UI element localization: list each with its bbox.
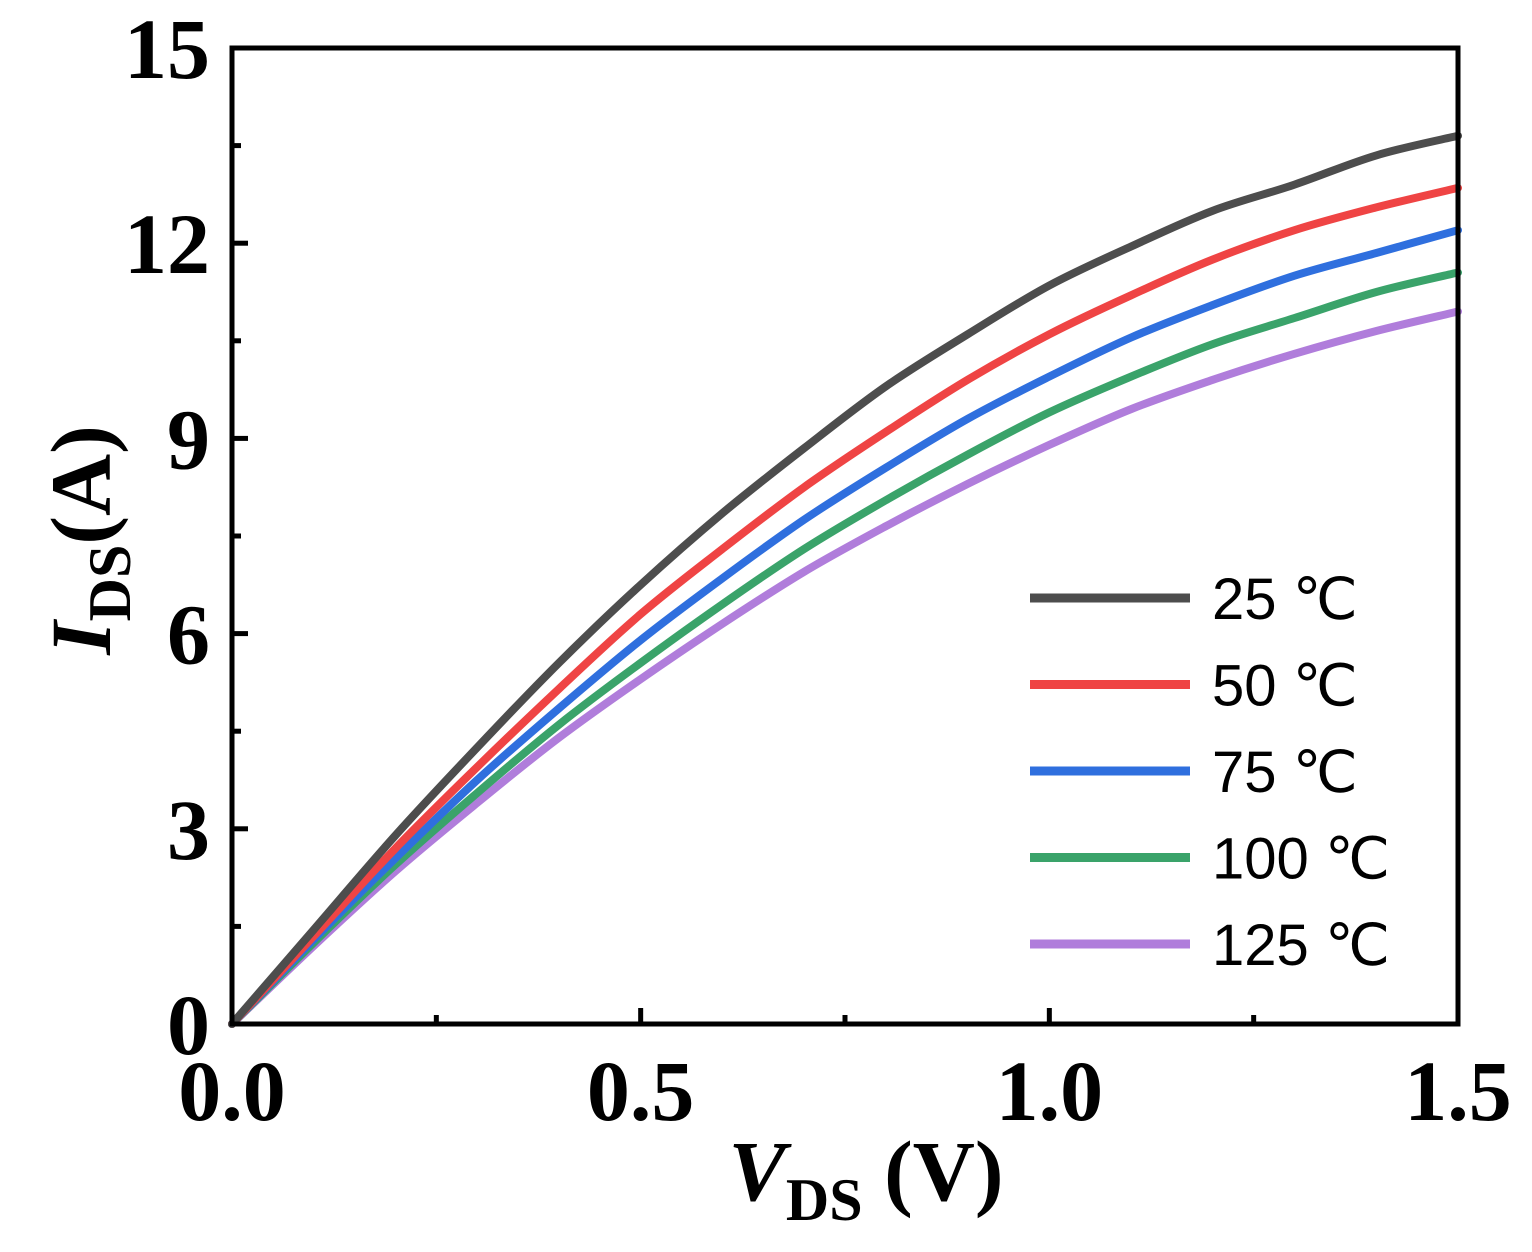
- x-tick-label: 0.5: [587, 1043, 695, 1139]
- legend: 25 ℃ 50 ℃ 75 ℃ 100 ℃ 125 ℃: [1030, 567, 1390, 978]
- legend-label: 75 ℃: [1212, 740, 1358, 805]
- x-axis-title-sub: DS: [786, 1167, 863, 1233]
- y-tick-label: 3: [167, 782, 210, 878]
- y-axis-title-unit: (A): [33, 425, 129, 544]
- x-tick-label: 0.0: [178, 1043, 286, 1139]
- y-axis-title: IDS(A): [33, 425, 143, 656]
- x-tick-label: 1.0: [996, 1043, 1104, 1139]
- series-line: [228, 307, 1462, 1028]
- y-tick-labels: 0 3 6 9 12 15: [124, 1, 210, 1073]
- legend-label: 50 ℃: [1212, 654, 1358, 719]
- series-line: [228, 268, 1462, 1028]
- x-axis-title-main: V: [729, 1123, 793, 1219]
- x-tick-labels: 0.0 0.5 1.0 1.5: [178, 1043, 1512, 1139]
- y-axis-title-main: I: [33, 619, 129, 656]
- y-tick-label: 12: [124, 196, 210, 292]
- y-tick-label: 15: [124, 1, 210, 97]
- y-axis-title-sub: DS: [77, 545, 143, 622]
- y-tick-label: 0: [167, 977, 210, 1073]
- plot-series: [228, 131, 1462, 1028]
- legend-label: 100 ℃: [1212, 827, 1390, 892]
- series-line: [228, 183, 1462, 1028]
- plot-frame: [229, 45, 1461, 1027]
- legend-label: 125 ℃: [1212, 913, 1390, 978]
- x-axis-title: VDS (V): [729, 1123, 1004, 1233]
- y-tick-label: 9: [167, 391, 210, 487]
- series-line: [228, 131, 1462, 1028]
- series-line: [228, 226, 1462, 1028]
- y-tick-label: 6: [167, 587, 210, 683]
- x-axis-title-unit: (V): [863, 1123, 1004, 1219]
- x-tick-label: 1.5: [1404, 1043, 1512, 1139]
- legend-label: 25 ℃: [1212, 567, 1358, 632]
